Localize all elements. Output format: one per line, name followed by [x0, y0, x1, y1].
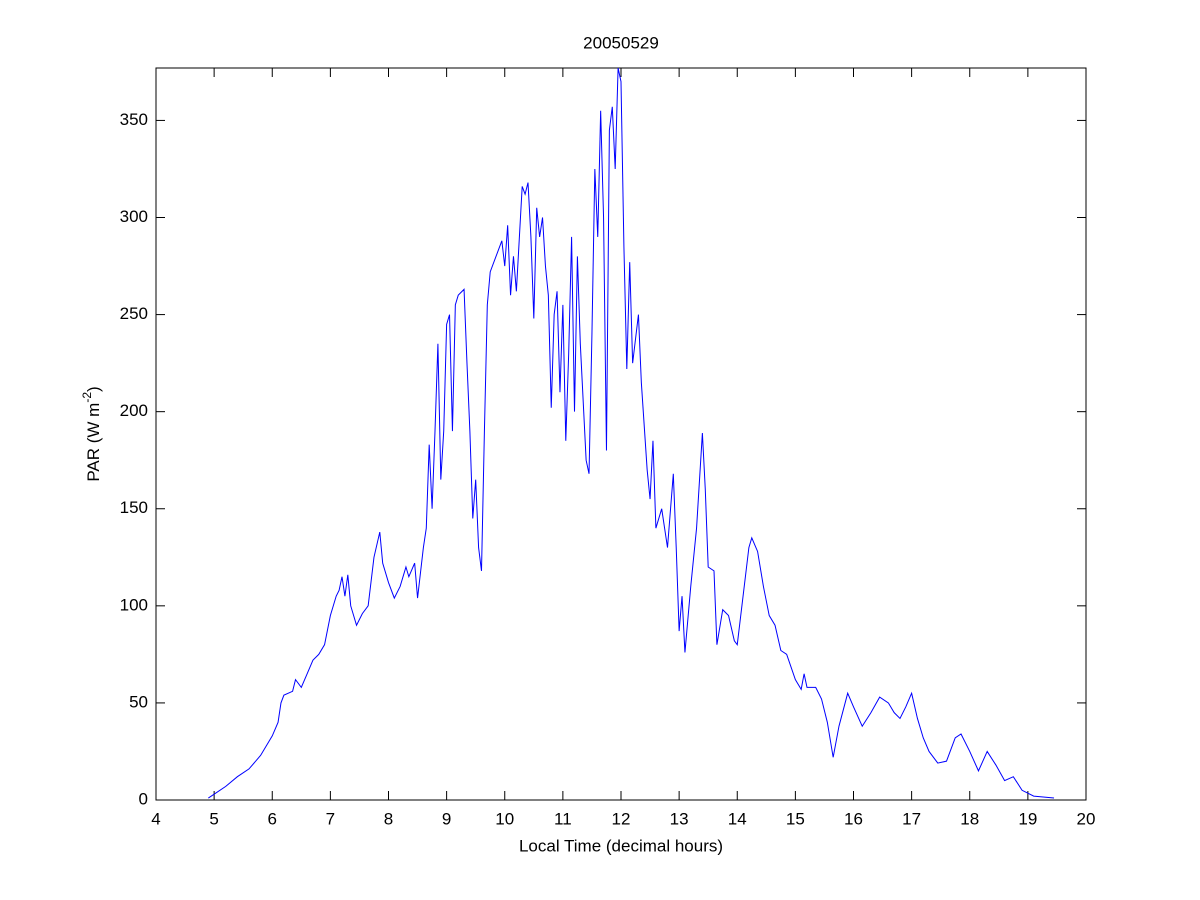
x-tick-label: 8 — [384, 809, 393, 828]
x-tick-label: 7 — [326, 809, 335, 828]
y-tick-label: 50 — [129, 692, 148, 711]
chart-title: 20050529 — [583, 33, 659, 52]
x-tick-label: 6 — [268, 809, 277, 828]
x-tick-label: 9 — [442, 809, 451, 828]
x-tick-label: 10 — [495, 809, 514, 828]
y-axis-label: PAR (W m-2) — [80, 386, 103, 481]
x-tick-label: 15 — [786, 809, 805, 828]
y-tick-label: 350 — [120, 110, 148, 129]
x-tick-label: 5 — [209, 809, 218, 828]
x-tick-label: 19 — [1018, 809, 1037, 828]
data-line — [208, 67, 1055, 799]
y-tick-label: 250 — [120, 304, 148, 323]
x-tick-label: 14 — [728, 809, 747, 828]
y-tick-label: 0 — [139, 789, 148, 808]
x-tick-label: 12 — [612, 809, 631, 828]
x-tick-label: 20 — [1077, 809, 1096, 828]
y-axis-label-end: ) — [84, 386, 103, 392]
x-tick-label: 18 — [960, 809, 979, 828]
x-tick-label: 4 — [151, 809, 160, 828]
y-tick-label: 150 — [120, 498, 148, 517]
y-tick-label: 200 — [120, 401, 148, 420]
x-axis-label: Local Time (decimal hours) — [519, 836, 723, 855]
y-axis-label-superscript: -2 — [80, 392, 94, 403]
y-axis-label-text: PAR (W m — [84, 403, 103, 482]
y-tick-label: 100 — [120, 595, 148, 614]
y-tick-label: 300 — [120, 207, 148, 226]
x-tick-label: 16 — [844, 809, 863, 828]
x-tick-label: 11 — [554, 809, 572, 828]
x-tick-label: 13 — [670, 809, 689, 828]
x-tick-label: 17 — [902, 809, 921, 828]
